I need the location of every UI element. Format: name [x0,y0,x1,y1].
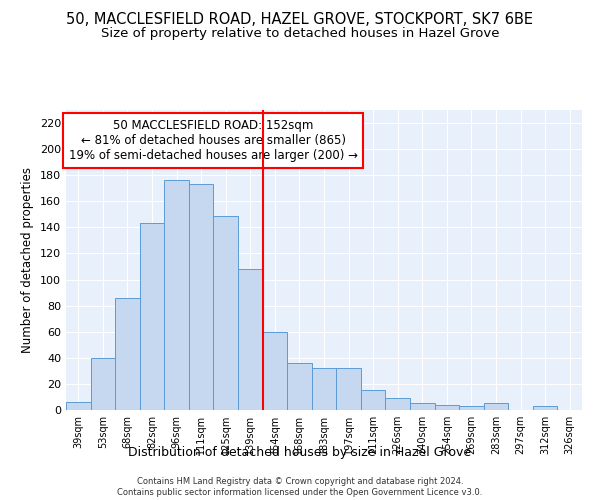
Bar [484,404,508,410]
Bar [91,358,115,410]
Bar [115,298,140,410]
Bar [263,332,287,410]
Bar [459,406,484,410]
Text: Size of property relative to detached houses in Hazel Grove: Size of property relative to detached ho… [101,28,499,40]
Bar [336,368,361,410]
Y-axis label: Number of detached properties: Number of detached properties [22,167,34,353]
Bar [533,406,557,410]
Text: 50 MACCLESFIELD ROAD: 152sqm
← 81% of detached houses are smaller (865)
19% of s: 50 MACCLESFIELD ROAD: 152sqm ← 81% of de… [68,119,358,162]
Text: Contains HM Land Registry data © Crown copyright and database right 2024.: Contains HM Land Registry data © Crown c… [137,476,463,486]
Bar [410,404,434,410]
Bar [434,405,459,410]
Text: Contains public sector information licensed under the Open Government Licence v3: Contains public sector information licen… [118,488,482,497]
Text: Distribution of detached houses by size in Hazel Grove: Distribution of detached houses by size … [128,446,472,459]
Text: 50, MACCLESFIELD ROAD, HAZEL GROVE, STOCKPORT, SK7 6BE: 50, MACCLESFIELD ROAD, HAZEL GROVE, STOC… [67,12,533,28]
Bar [287,363,312,410]
Bar [214,216,238,410]
Bar [361,390,385,410]
Bar [140,224,164,410]
Bar [164,180,189,410]
Bar [385,398,410,410]
Bar [238,269,263,410]
Bar [66,402,91,410]
Bar [189,184,214,410]
Bar [312,368,336,410]
